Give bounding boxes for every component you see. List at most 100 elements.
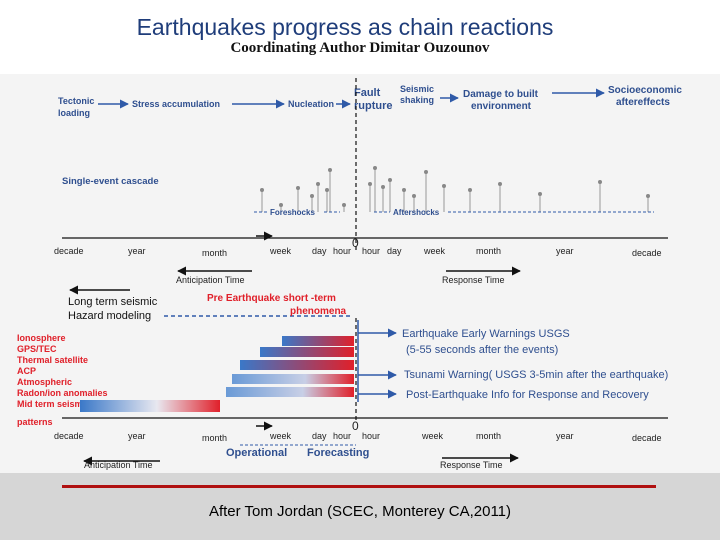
precursor-bar <box>226 387 354 397</box>
tick-label: hour <box>362 431 380 441</box>
response-label-bottom: Response Time <box>440 460 503 470</box>
timeline-top-labels: decade year month week day hour 0 hour d… <box>54 236 662 258</box>
pre-eq-label-2: phenomena <box>290 306 347 317</box>
shock-spike-head <box>442 184 446 188</box>
shock-spike-head <box>316 182 320 186</box>
tick-label: decade <box>632 248 662 258</box>
shock-spike-head <box>402 188 406 192</box>
shock-spikes <box>260 166 650 212</box>
tick-label: day <box>387 246 402 256</box>
methods-list: Ionosphere GPS/TEC Thermal satellite ACP… <box>17 333 108 427</box>
method-item: Mid term seismic <box>17 399 90 409</box>
shock-spike-head <box>412 194 416 198</box>
tick-label: decade <box>54 246 84 256</box>
tick-label: hour <box>333 431 351 441</box>
shock-spike-head <box>328 168 332 172</box>
tick-label: hour <box>362 246 380 256</box>
zero-label: 0 <box>352 419 359 433</box>
anticipation-label-bottom: Anticipation Time <box>84 460 153 470</box>
seismic-label-1: Seismic <box>400 84 434 94</box>
post-eq-label: Post-Earthquake Info for Response and Re… <box>406 389 649 401</box>
fault-label-1: Fault <box>354 87 381 99</box>
long-term-label-2: Hazard modeling <box>68 310 151 322</box>
socio-label-1: Socioeconomic <box>608 85 682 96</box>
tick-label: week <box>423 246 446 256</box>
foreshocks-label: Foreshocks <box>270 208 315 217</box>
tectonic-label-2: loading <box>58 108 90 118</box>
tick-label: month <box>476 431 501 441</box>
method-item: Thermal satellite <box>17 355 88 365</box>
cascade-label: Single-event cascade <box>62 176 159 187</box>
seismic-label-2: shaking <box>400 95 434 105</box>
shock-spike-head <box>368 182 372 186</box>
tick-label: week <box>269 246 292 256</box>
tick-label: month <box>202 248 227 258</box>
shock-spike-head <box>646 194 650 198</box>
shock-spike-head <box>538 192 542 196</box>
precursor-bar <box>80 400 220 412</box>
tick-label: year <box>128 431 146 441</box>
method-item: GPS/TEC <box>17 344 57 354</box>
forecasting-label: Forecasting <box>307 447 369 459</box>
aftershocks-label: Aftershocks <box>393 208 440 217</box>
stress-label: Stress accumulation <box>132 99 220 109</box>
method-item: Ionosphere <box>17 333 66 343</box>
event-chain: Tectonic loading Stress accumulation Nuc… <box>58 84 682 118</box>
tick-label: week <box>269 431 292 441</box>
tsunami-label: Tsunami Warning( USGS 3-5min after the e… <box>404 369 668 381</box>
tick-label: hour <box>333 246 351 256</box>
precursor-bar <box>240 360 354 370</box>
shock-spike-head <box>498 182 502 186</box>
damage-label-1: Damage to built <box>463 89 539 100</box>
shock-spike-head <box>342 203 346 207</box>
shock-spike-head <box>598 180 602 184</box>
fault-label-2: rupture <box>354 100 393 112</box>
shock-spike-head <box>381 185 385 189</box>
tick-label: decade <box>632 433 662 443</box>
method-item: ACP <box>17 366 36 376</box>
pre-eq-label-1: Pre Earthquake short -term <box>207 293 336 304</box>
tectonic-label-1: Tectonic <box>58 96 94 106</box>
tick-label: year <box>128 246 146 256</box>
tick-label: year <box>556 246 574 256</box>
early-warning-label-1: Earthquake Early Warnings USGS <box>402 328 570 340</box>
shock-spike-head <box>325 188 329 192</box>
long-term-label-1: Long term seismic <box>68 296 158 308</box>
warnings: Earthquake Early Warnings USGS (5-55 sec… <box>402 328 668 401</box>
tick-label: month <box>202 433 227 443</box>
shock-spike-head <box>279 203 283 207</box>
shock-spike-head <box>468 188 472 192</box>
tick-label: day <box>312 431 327 441</box>
tick-label: week <box>421 431 444 441</box>
early-warning-label-2: (5-55 seconds after the events) <box>406 344 558 356</box>
shock-spike-head <box>424 170 428 174</box>
nucleation-label: Nucleation <box>288 99 334 109</box>
method-item: Radon/ion anomalies <box>17 388 108 398</box>
precursor-bar <box>232 374 354 384</box>
tick-label: month <box>476 246 501 256</box>
anticipation-label: Anticipation Time <box>176 275 245 285</box>
footer-band <box>0 473 720 540</box>
method-item: Atmospheric <box>17 377 72 387</box>
tick-label: year <box>556 431 574 441</box>
shock-spike-head <box>260 188 264 192</box>
slide-subtitle: Coordinating Author Dimitar Ouzounov <box>230 40 490 56</box>
slide-title: Earthquakes progress as chain reactions <box>136 14 554 40</box>
footer-divider <box>62 485 656 488</box>
method-item: patterns <box>17 417 53 427</box>
socio-label-2: aftereffects <box>616 97 670 108</box>
operational-label: Operational <box>226 447 287 459</box>
tick-label: decade <box>54 431 84 441</box>
shock-spike-head <box>296 186 300 190</box>
zero-label: 0 <box>352 236 359 250</box>
shock-spike-head <box>310 194 314 198</box>
shock-spike-head <box>388 178 392 182</box>
precursor-bar <box>282 336 354 346</box>
tick-label: day <box>312 246 327 256</box>
timeline-bottom-labels: decade year month week day hour 0 hour w… <box>54 419 662 443</box>
shock-spike-head <box>373 166 377 170</box>
damage-label-2: environment <box>471 101 532 112</box>
citation: After Tom Jordan (SCEC, Monterey CA,2011… <box>208 503 512 520</box>
precursor-bar <box>260 347 354 357</box>
